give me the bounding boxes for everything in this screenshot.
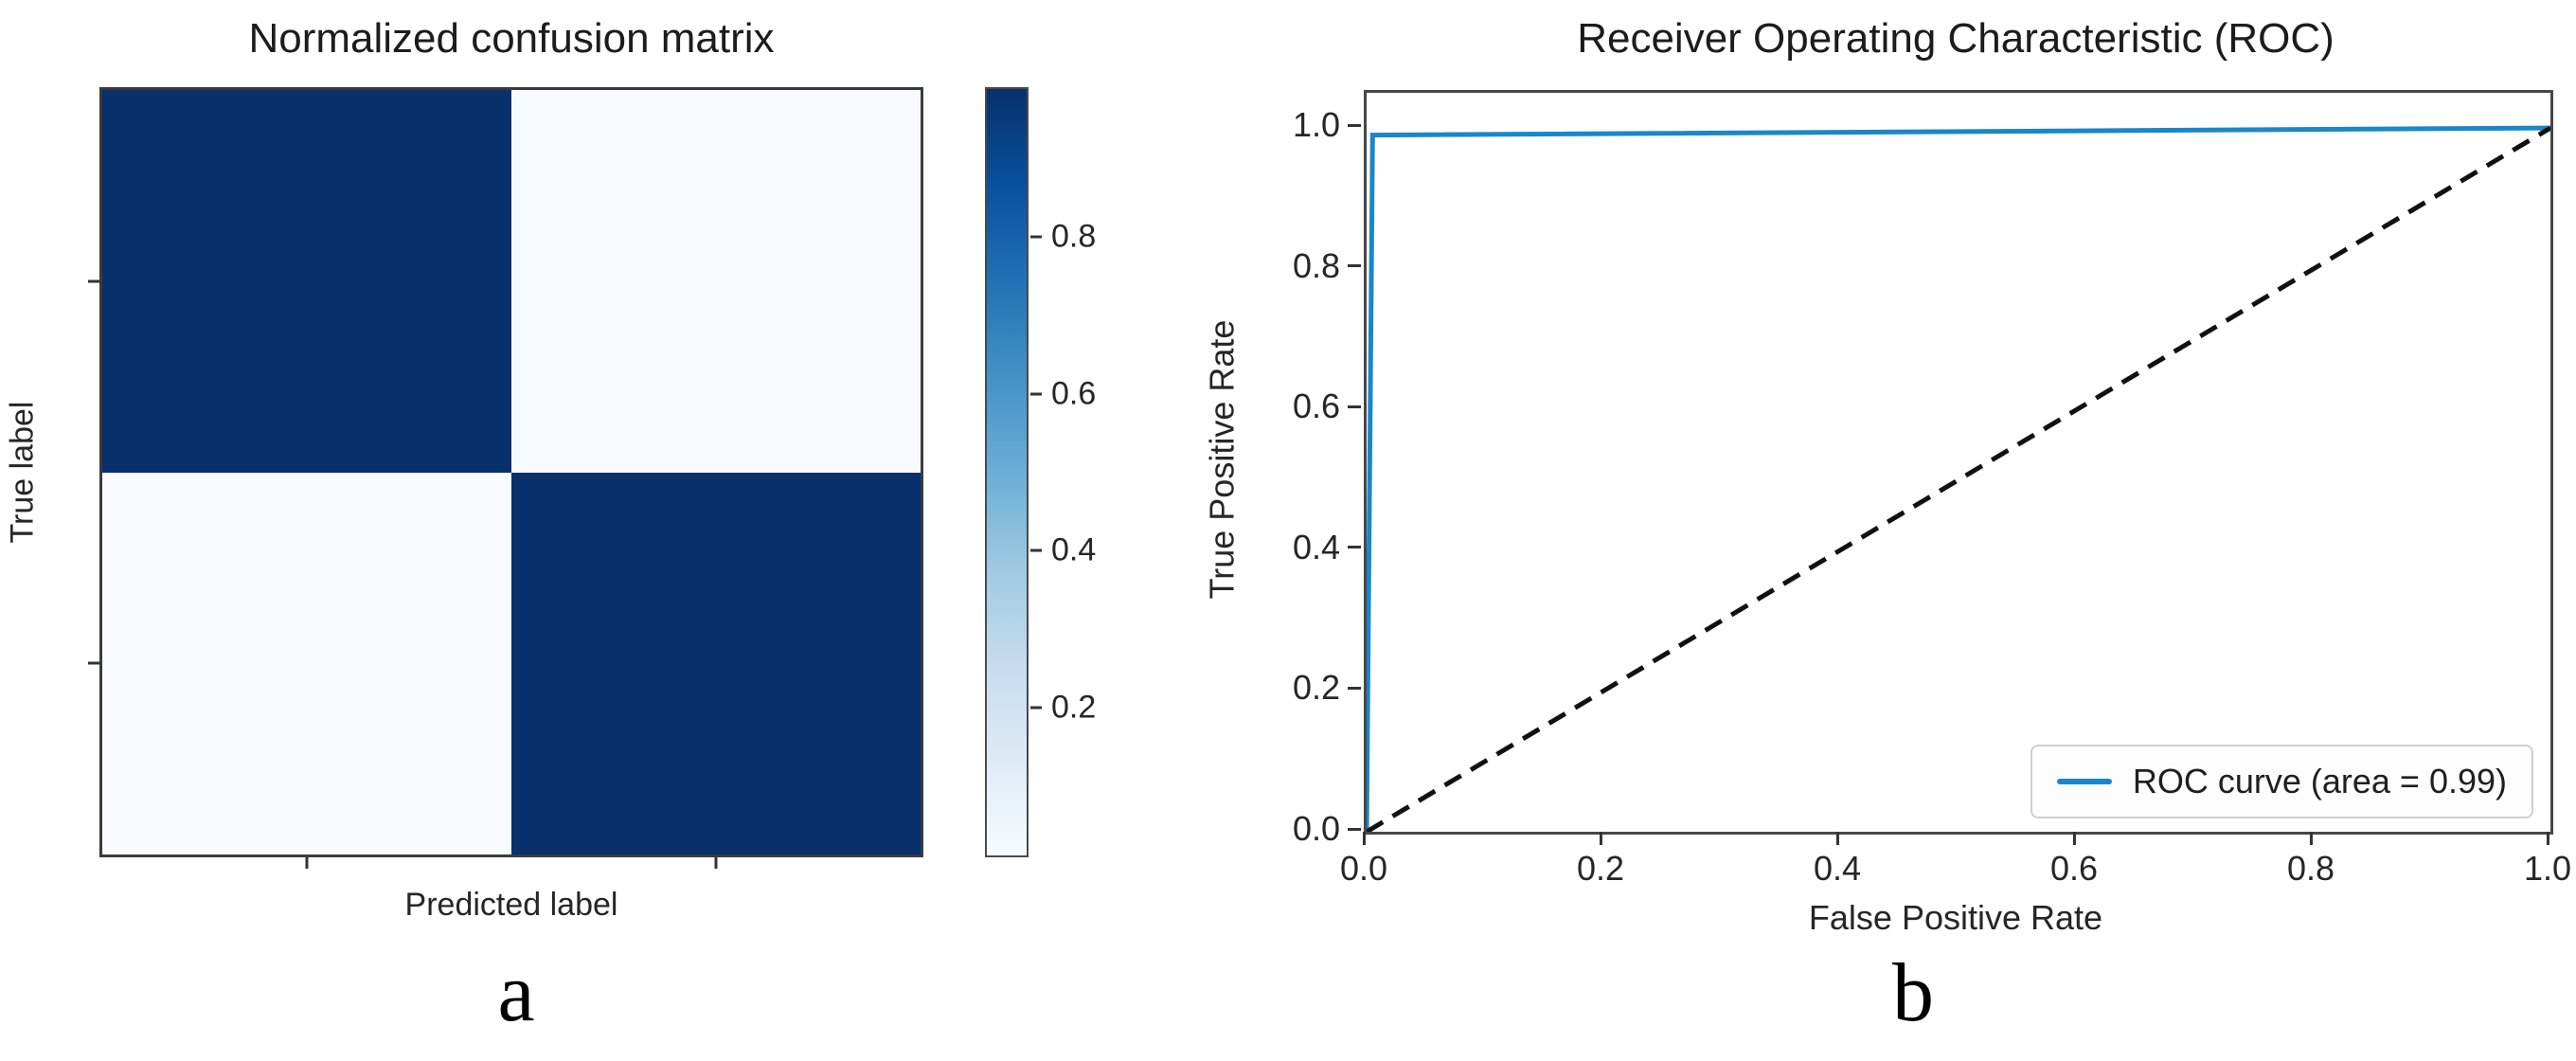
legend-line-swatch	[2056, 779, 2112, 784]
roc-x-axis-label: False Positive Rate	[1808, 898, 2103, 937]
tick-mark	[1348, 827, 1361, 831]
roc-x-tick: 0.2	[1577, 832, 1624, 889]
tick-label: 0.0	[1292, 809, 1340, 848]
roc-curve-line	[1367, 125, 2550, 832]
cm-y-tick-mark	[88, 279, 99, 283]
tick-label: 0.4	[1813, 849, 1862, 888]
cm-y-tick-mark	[88, 661, 99, 665]
cm-x-axis-label: Predicted label	[404, 887, 618, 923]
tick-mark	[1348, 264, 1361, 268]
colorbar-tick-mark	[1030, 392, 1042, 396]
cm-y-axis-label: True label	[4, 401, 41, 544]
roc-x-tick: 1.0	[2524, 832, 2571, 889]
cm-cell	[511, 472, 921, 854]
roc-legend: ROC curve (area = 0.99)	[2030, 745, 2533, 818]
tick-label: 0.4	[1292, 527, 1340, 566]
roc-y-tick: 0.8	[1293, 246, 1361, 286]
tick-mark	[1835, 832, 1839, 845]
tick-label: 1.0	[1292, 105, 1340, 145]
tick-mark	[1348, 686, 1361, 690]
roc-y-tick: 0.2	[1293, 668, 1361, 708]
roc-x-tick: 0.0	[1340, 832, 1387, 889]
colorbar-tick: 0.8	[1030, 218, 1096, 255]
tick-mark	[1348, 405, 1361, 408]
legend-label: ROC curve (area = 0.99)	[2132, 762, 2507, 800]
colorbar-tick-label: 0.8	[1051, 218, 1097, 255]
tick-label: 0.6	[1292, 387, 1340, 426]
colorbar-tick-mark	[1030, 548, 1042, 552]
colorbar-ticks: 0.8 0.6 0.4 0.2	[1030, 87, 1163, 857]
roc-y-tick: 0.6	[1293, 387, 1361, 426]
confusion-matrix-plot	[88, 87, 923, 869]
tick-label: 0.0	[1339, 849, 1388, 888]
tick-label: 0.2	[1292, 668, 1340, 708]
cm-x-tick-mark	[714, 857, 718, 869]
colorbar-tick-label: 0.4	[1051, 531, 1097, 568]
colorbar-tick-label: 0.2	[1051, 689, 1097, 726]
caption-a: a	[497, 947, 535, 1039]
roc-y-tick: 0.0	[1293, 809, 1361, 849]
tick-label: 1.0	[2523, 849, 2572, 888]
tick-label: 0.8	[2286, 849, 2335, 888]
colorbar-tick-mark	[1030, 706, 1042, 710]
roc-x-tick: 0.8	[2287, 832, 2334, 889]
tick-mark	[2072, 832, 2076, 845]
roc-x-ticks: 0.0 0.2 0.4 0.6 0.8 1.0	[1340, 832, 2571, 898]
cm-cell	[511, 90, 921, 473]
tick-mark	[1348, 546, 1361, 549]
tick-label: 0.2	[1576, 849, 1625, 888]
roc-y-axis-label-wrap: True Positive Rate	[1191, 90, 1252, 829]
tick-mark	[1362, 832, 1366, 845]
roc-plot: ROC curve (area = 0.99)	[1364, 90, 2553, 835]
colorbar-tick-mark	[1030, 235, 1042, 239]
colorbar	[985, 87, 1029, 857]
caption-b: b	[1892, 947, 1934, 1039]
cm-x-tick-mark	[305, 857, 309, 869]
colorbar-tick-label: 0.6	[1051, 375, 1097, 412]
roc-x-tick: 0.6	[2050, 832, 2098, 889]
colorbar-tick: 0.4	[1030, 532, 1096, 569]
roc-y-axis-label: True Positive Rate	[1202, 319, 1242, 600]
cm-y-axis-label-wrap: True label	[0, 87, 53, 857]
cm-cell	[102, 90, 511, 473]
roc-y-tick: 1.0	[1293, 105, 1361, 145]
roc-svg	[1367, 125, 2550, 832]
tick-label: 0.8	[1292, 245, 1340, 285]
tick-mark	[1348, 123, 1361, 127]
roc-y-tick: 0.4	[1293, 528, 1361, 567]
cm-cell	[102, 472, 511, 854]
tick-mark	[2309, 832, 2313, 845]
cm-grid	[102, 90, 921, 854]
colorbar-tick: 0.2	[1030, 690, 1096, 727]
roc-y-ticks: 0.0 0.2 0.4 0.6 0.8 1.0	[1231, 90, 1361, 848]
tick-label: 0.6	[2049, 849, 2099, 888]
tick-mark	[2546, 832, 2549, 845]
tick-mark	[1599, 832, 1602, 845]
chance-diagonal-line	[1367, 125, 2550, 832]
colorbar-tick: 0.6	[1030, 375, 1096, 412]
roc-title: Receiver Operating Characteristic (ROC)	[1577, 15, 2334, 62]
roc-x-tick: 0.4	[1814, 832, 1861, 889]
confusion-matrix-title: Normalized confusion matrix	[248, 15, 775, 62]
